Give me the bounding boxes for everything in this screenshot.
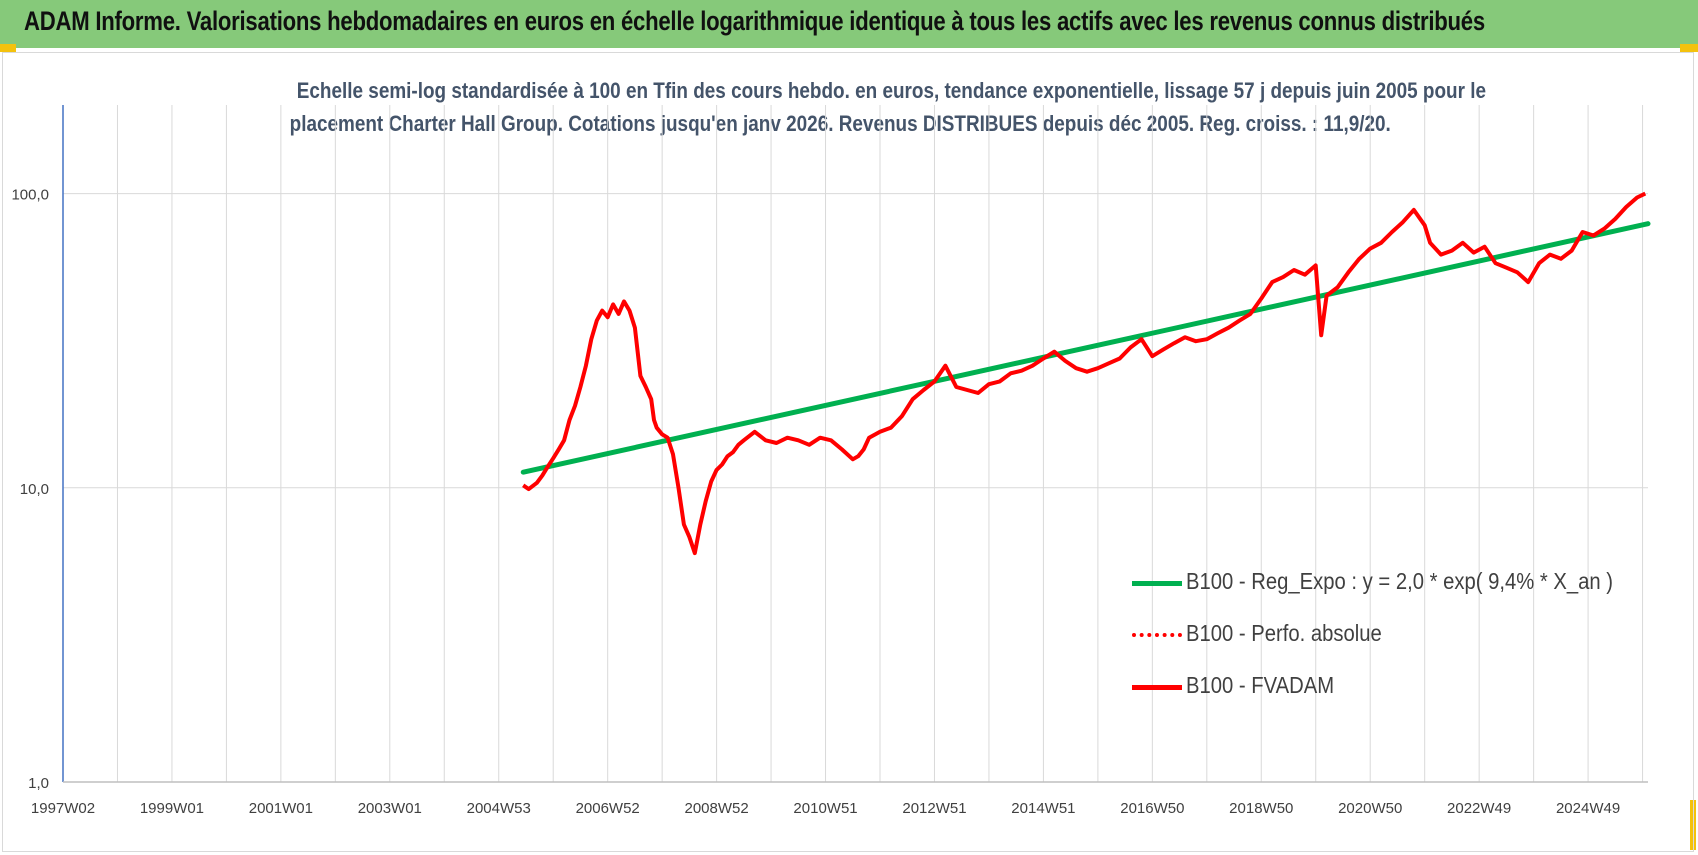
- legend-swatch-regression: [1132, 581, 1182, 586]
- y-tick-label: 10,0: [20, 481, 49, 498]
- y-tick-label: 100,0: [11, 187, 49, 204]
- x-tick-label: 2022W49: [1447, 800, 1511, 817]
- x-tick-label: 2020W50: [1338, 800, 1402, 817]
- legend-item-regression: B100 - Reg_Expo : y = 2,0 * exp( 9,4% * …: [1130, 568, 1613, 598]
- legend-item-fvadam: B100 - FVADAM: [1130, 672, 1610, 702]
- x-tick-label: 2016W50: [1120, 800, 1184, 817]
- header-banner: ADAM Informe. Valorisations hebdomadaire…: [0, 0, 1698, 48]
- x-tick-label: 2010W51: [793, 800, 857, 817]
- y-tick-label: 1,0: [28, 775, 49, 792]
- x-tick-label: 2024W49: [1556, 800, 1620, 817]
- x-tick-label: 2004W53: [467, 800, 531, 817]
- legend-label-perfo: B100 - Perfo. absolue: [1186, 620, 1382, 646]
- x-tick-label: 2003W01: [358, 800, 422, 817]
- corner-mark-top-right: [1680, 44, 1698, 52]
- axis-layer: 1,0 10,0 100,0 1997W02 1999W01 2001W01 2003W01…: [11, 105, 1648, 817]
- legend-label-regression: B100 - Reg_Expo : y = 2,0 * exp( 9,4% * …: [1186, 568, 1613, 594]
- series-fvadam-line: [522, 191, 1647, 556]
- x-tick-label: 1999W01: [140, 800, 204, 817]
- legend-item-perfo: B100 - Perfo. absolue: [1130, 620, 1610, 650]
- chart-title-line1: Echelle semi-log standardisée à 100 en T…: [296, 78, 1486, 103]
- x-tick-label: 2001W01: [249, 800, 313, 817]
- x-tick-label: 1997W02: [31, 800, 95, 817]
- x-tick-label: 2014W51: [1011, 800, 1075, 817]
- legend-label-fvadam: B100 - FVADAM: [1186, 672, 1335, 698]
- series-layer: [520, 191, 1651, 556]
- corner-mark-top-left: [0, 44, 16, 52]
- series-regression-line: [520, 221, 1651, 475]
- x-tick-label: 2012W51: [902, 800, 966, 817]
- grid-layer: [63, 105, 1648, 783]
- x-tick-label: 2008W52: [684, 800, 748, 817]
- banner-title: ADAM Informe. Valorisations hebdomadaire…: [24, 6, 1485, 36]
- legend-swatch-perfo: [1132, 633, 1182, 637]
- legend-swatch-fvadam: [1132, 685, 1182, 690]
- x-tick-label: 2006W52: [576, 800, 640, 817]
- x-tick-label: 2018W50: [1229, 800, 1293, 817]
- chart-frame: [2, 52, 1694, 852]
